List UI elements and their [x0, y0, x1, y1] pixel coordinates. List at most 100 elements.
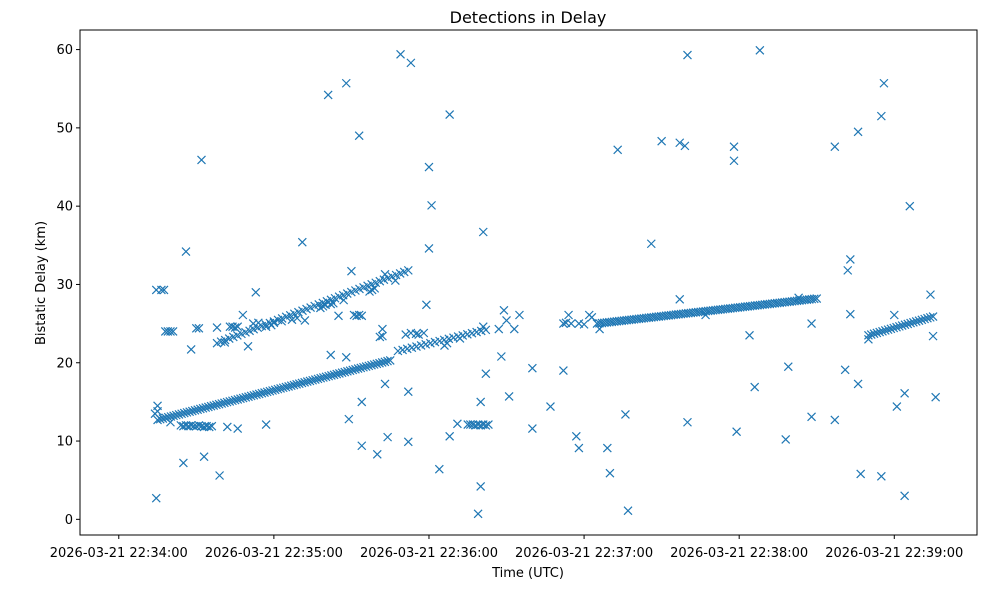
- data-point: [478, 227, 488, 237]
- data-point: [729, 142, 739, 152]
- data-point: [356, 363, 366, 373]
- data-point: [476, 482, 486, 491]
- data-point: [269, 318, 279, 328]
- data-point: [807, 319, 816, 329]
- data-point: [892, 402, 902, 412]
- data-point: [329, 370, 339, 380]
- data-point: [876, 111, 886, 121]
- y-tick-label: 60: [56, 43, 73, 58]
- data-point: [481, 420, 491, 430]
- data-point: [434, 464, 444, 474]
- data-point: [923, 313, 932, 323]
- data-point: [197, 155, 206, 165]
- data-point: [755, 45, 765, 55]
- data-point: [233, 424, 243, 433]
- data-point: [204, 422, 214, 432]
- data-point: [179, 408, 189, 418]
- data-point: [207, 421, 217, 431]
- data-point: [566, 319, 576, 329]
- data-point: [348, 365, 358, 375]
- data-point: [527, 424, 537, 433]
- data-point: [926, 290, 935, 300]
- data-point: [316, 373, 326, 383]
- x-axis-label: Time (UTC): [491, 566, 564, 581]
- data-point: [375, 332, 385, 342]
- data-point: [564, 310, 573, 320]
- data-point: [199, 452, 209, 462]
- data-point: [613, 145, 623, 155]
- data-point: [675, 138, 685, 148]
- data-point: [212, 323, 222, 332]
- data-point: [732, 427, 742, 437]
- data-point: [300, 316, 310, 325]
- data-point: [345, 366, 355, 376]
- data-point: [809, 294, 819, 304]
- data-point: [151, 493, 161, 503]
- data-point: [442, 338, 452, 348]
- data-point: [905, 201, 915, 211]
- data-point: [157, 285, 166, 295]
- data-point: [680, 141, 690, 151]
- data-point: [424, 244, 434, 253]
- data-point: [452, 419, 462, 429]
- data-point: [195, 404, 205, 414]
- data-point: [211, 400, 221, 410]
- data-point: [181, 247, 191, 256]
- data-point: [268, 386, 277, 395]
- data-point: [917, 315, 927, 325]
- data-point: [845, 254, 855, 264]
- data-point: [186, 345, 196, 354]
- data-point: [328, 298, 338, 308]
- data-point: [191, 323, 201, 333]
- data-point: [623, 506, 633, 516]
- data-point: [574, 443, 584, 453]
- data-point: [310, 375, 320, 384]
- data-point: [228, 396, 237, 406]
- data-point: [340, 367, 350, 377]
- data-point: [257, 388, 267, 398]
- data-point: [190, 405, 200, 415]
- data-point: [401, 330, 411, 339]
- data-point: [527, 363, 537, 373]
- data-point: [168, 327, 178, 336]
- data-point: [602, 443, 612, 453]
- data-point: [214, 399, 224, 409]
- data-point: [318, 373, 328, 382]
- data-point: [347, 266, 356, 276]
- data-point: [424, 162, 434, 172]
- data-point: [249, 390, 259, 400]
- data-point: [260, 388, 269, 397]
- data-point: [504, 391, 514, 401]
- data-point: [383, 356, 392, 366]
- data-point: [278, 383, 288, 393]
- data-point: [845, 309, 855, 319]
- data-point: [866, 330, 876, 339]
- data-point: [864, 334, 873, 344]
- data-point: [201, 403, 211, 413]
- data-point: [843, 265, 853, 275]
- data-point: [244, 392, 253, 402]
- data-point: [166, 417, 175, 427]
- data-point: [174, 410, 184, 419]
- data-point: [246, 391, 256, 401]
- data-point: [807, 412, 816, 422]
- data-point: [238, 393, 248, 403]
- data-point: [445, 431, 455, 441]
- data-point: [357, 311, 367, 321]
- data-point: [914, 316, 924, 326]
- data-point: [332, 369, 342, 379]
- data-point: [318, 301, 328, 311]
- data-point: [326, 371, 336, 380]
- data-point: [781, 435, 791, 444]
- data-point: [390, 276, 400, 285]
- data-point: [484, 420, 493, 430]
- data-point: [903, 319, 913, 329]
- x-tick-label: 2026-03-21 22:36:00: [360, 546, 498, 561]
- data-point: [879, 78, 889, 88]
- data-point: [241, 392, 251, 402]
- data-point: [297, 378, 307, 388]
- data-point: [369, 360, 379, 369]
- data-point: [364, 361, 374, 371]
